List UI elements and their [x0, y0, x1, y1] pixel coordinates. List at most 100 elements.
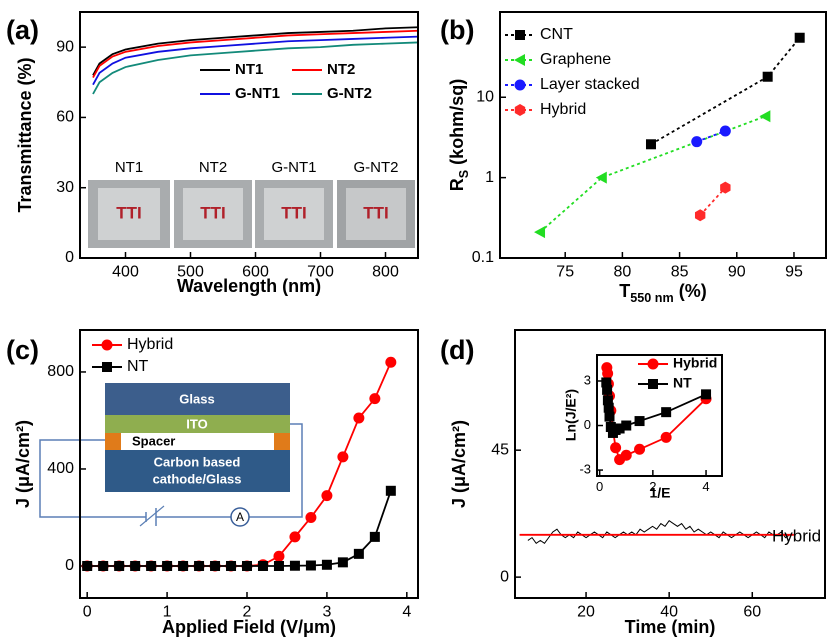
- y-axis-label-main: R: [447, 178, 467, 191]
- legend-marker: [514, 54, 525, 66]
- y-tick-label: 45: [491, 441, 509, 458]
- marker: [290, 561, 300, 571]
- marker: [610, 442, 621, 453]
- marker: [635, 416, 645, 426]
- marker: [763, 72, 773, 82]
- legend-marker: [515, 30, 525, 40]
- marker: [661, 407, 671, 417]
- marker: [695, 209, 705, 221]
- marker: [194, 561, 204, 571]
- layer-label: Spacer: [132, 433, 175, 448]
- legend-label: Graphene: [540, 51, 611, 68]
- marker: [634, 444, 645, 455]
- panel-label: (c): [6, 335, 39, 365]
- figure: NT1 NT2 G-NT1 G-NT2 TTI TTI TTI TTI Glas…: [0, 0, 837, 639]
- x-tick-label: 0: [83, 604, 92, 621]
- marker: [306, 561, 316, 571]
- legend-marker: [515, 104, 525, 116]
- marker: [602, 368, 613, 379]
- marker: [605, 412, 615, 422]
- x-tick-label: 85: [671, 264, 689, 281]
- marker: [354, 549, 364, 559]
- legend-marker: [648, 359, 659, 370]
- marker: [178, 561, 188, 571]
- y-tick-label: 30: [56, 179, 74, 196]
- legend-label: NT: [673, 375, 692, 391]
- y-axis-label-unit: (kohm/sq): [447, 79, 467, 165]
- x-tick-label: 400: [112, 264, 139, 281]
- x-tick-label: 4: [402, 604, 411, 621]
- x-tick-label: 75: [556, 264, 574, 281]
- marker: [385, 357, 396, 368]
- photo-text: TTI: [200, 203, 226, 222]
- marker: [289, 531, 300, 542]
- photo-label: G-NT1: [272, 159, 317, 176]
- marker: [353, 413, 364, 424]
- marker: [596, 172, 607, 184]
- marker: [146, 561, 156, 571]
- variable-arrow: [140, 506, 164, 526]
- marker: [370, 532, 380, 542]
- ammeter-label: A: [236, 510, 244, 524]
- plot-frame: [500, 12, 826, 258]
- marker: [114, 561, 124, 571]
- y-tick-label: 3: [584, 372, 591, 387]
- marker: [701, 389, 711, 399]
- legend-label: NT2: [327, 61, 355, 78]
- marker: [602, 385, 612, 395]
- x-axis-label: Wavelength (nm): [177, 276, 321, 296]
- marker: [321, 490, 332, 501]
- marker: [210, 561, 220, 571]
- legend-label: G-NT1: [235, 85, 280, 102]
- photo-text: TTI: [281, 203, 307, 222]
- y-axis-label: J (μA/cm²): [449, 420, 469, 508]
- x-axis-label: 1/E: [649, 485, 670, 501]
- series-label: Hybrid: [772, 526, 821, 545]
- photo-text: TTI: [116, 203, 142, 222]
- y-tick-label: 1: [485, 169, 494, 186]
- marker: [322, 560, 332, 570]
- y-axis-label: Ln(J/E²): [563, 389, 579, 441]
- marker: [338, 557, 348, 567]
- marker: [226, 561, 236, 571]
- panel-label: (d): [440, 335, 474, 365]
- marker: [621, 450, 632, 461]
- x-tick-label: 20: [577, 604, 595, 621]
- marker: [386, 486, 396, 496]
- legend-marker: [515, 80, 526, 91]
- legend-label: Hybrid: [673, 355, 717, 371]
- y-axis-label: Transmittance (%): [15, 57, 35, 212]
- marker: [130, 561, 140, 571]
- y-tick-label: -3: [579, 461, 591, 476]
- legend-label: G-NT2: [327, 85, 372, 102]
- marker: [369, 393, 380, 404]
- series-line: [528, 521, 790, 544]
- x-tick-label: 90: [728, 264, 746, 281]
- marker: [720, 126, 731, 137]
- x-axis-label: T550 nm(%): [619, 281, 706, 306]
- series-line: [700, 188, 725, 216]
- panel-label: (b): [440, 15, 474, 45]
- panel-label: (a): [6, 15, 39, 45]
- marker: [621, 421, 631, 431]
- y-tick-label: 0: [500, 568, 509, 585]
- marker: [274, 561, 284, 571]
- marker: [273, 551, 284, 562]
- x-axis-label-sub: 550 nm: [630, 291, 673, 305]
- x-axis-label-main: T: [619, 281, 630, 301]
- x-tick-label: 95: [785, 264, 803, 281]
- marker: [534, 226, 545, 238]
- photo-label: G-NT2: [354, 159, 399, 176]
- legend-label: Hybrid: [540, 101, 586, 118]
- marker: [337, 451, 348, 462]
- y-tick-label: 400: [47, 460, 74, 477]
- marker: [661, 432, 672, 443]
- spacer: [105, 433, 121, 450]
- marker: [646, 139, 656, 149]
- spacer: [274, 433, 290, 450]
- photo-label: NT2: [199, 159, 227, 176]
- y-tick-label: 90: [56, 38, 74, 55]
- series-line: [87, 491, 391, 566]
- layer-label: Carbon based: [154, 454, 241, 469]
- legend-label: Layer stacked: [540, 76, 640, 93]
